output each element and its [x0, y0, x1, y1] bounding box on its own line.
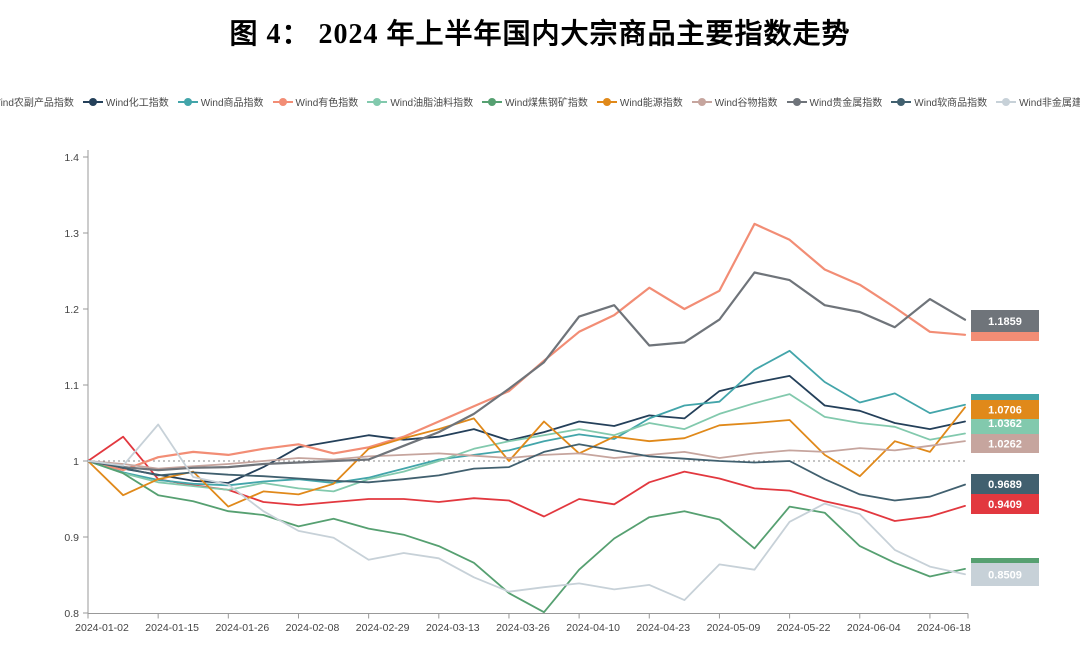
series-line-3	[86, 222, 967, 472]
value-badge-label: 0.9409	[988, 499, 1022, 511]
chart-title: 图 4： 2024 年上半年国内大宗商品主要指数走势	[229, 19, 851, 50]
value-badge	[971, 310, 1039, 332]
x-tick-label: 2024-06-04	[847, 622, 901, 634]
legend-item-3[interactable]: Wind有色指数	[272, 94, 359, 109]
legend-label: Wind煤焦钢矿指数	[505, 98, 588, 109]
x-tick-label: 2024-02-08	[286, 622, 340, 634]
x-tick-label: 2024-01-15	[145, 622, 199, 634]
legend-item-0[interactable]: Wind农副产品指数	[0, 94, 74, 109]
value-badge	[971, 400, 1039, 419]
y-tick-label: 0.8	[64, 608, 79, 620]
legend-item-4[interactable]: Wind油脂油料指数	[367, 94, 473, 109]
x-tick-label: 2024-05-09	[707, 622, 761, 634]
series-line-1	[87, 374, 966, 484]
series-line-5	[87, 460, 966, 614]
value-badge	[971, 494, 1039, 514]
x-tick-label: 2024-01-02	[75, 622, 129, 634]
legend-line-dot-icon	[272, 97, 293, 106]
x-tick-label: 2024-01-26	[215, 622, 269, 634]
legend-item-9[interactable]: Wind软商品指数	[891, 94, 987, 109]
series-line-6	[87, 406, 966, 508]
legend-label: Wind油脂油料指数	[390, 98, 474, 109]
series-line-10	[87, 423, 966, 601]
series-line-2	[87, 349, 966, 487]
series-line-9	[87, 443, 966, 502]
legend-item-2[interactable]: Wind商品指数	[177, 94, 264, 109]
series-line-7	[87, 440, 966, 470]
value-badge-label: 1.0362	[988, 418, 1022, 430]
legend-label: Wind化工指数	[105, 98, 169, 109]
legend-item-6[interactable]: Wind能源指数	[596, 94, 683, 109]
legend-line-dot-icon	[786, 97, 807, 106]
y-tick-label: 1.4	[64, 152, 79, 164]
series-line-8	[86, 271, 967, 472]
legend-line-dot-icon	[367, 97, 388, 106]
y-tick-label: 1	[73, 456, 79, 468]
x-tick-label: 2024-05-22	[777, 622, 831, 634]
legend-label: Wind商品指数	[200, 98, 264, 109]
legend-line-dot-icon	[177, 97, 198, 106]
legend-item-10[interactable]: Wind非金属建材指数	[996, 94, 1080, 109]
legend-label: Wind软商品指数	[914, 98, 988, 109]
y-tick-label: 1.3	[64, 228, 79, 240]
legend-item-7[interactable]: Wind谷物指数	[691, 94, 778, 109]
value-badge	[971, 434, 1039, 453]
x-tick-label: 2024-06-18	[917, 622, 971, 634]
value-badge-label: 1.0262	[988, 439, 1022, 451]
x-tick-label: 2024-02-29	[356, 622, 410, 634]
x-tick-label: 2024-04-10	[566, 622, 620, 634]
legend-line-dot-icon	[691, 97, 712, 106]
chart-legend: Wind农副产品指数 Wind化工指数 Wind商品指数 Wind有色指数 Wind油脂…	[0, 94, 1080, 109]
legend-label: Wind能源指数	[619, 98, 683, 109]
value-badge	[971, 563, 1039, 586]
x-tick-label: 2024-03-13	[426, 622, 480, 634]
legend-item-8[interactable]: Wind贵金属指数	[786, 94, 883, 109]
legend-line-dot-icon	[996, 97, 1017, 106]
legend-line-dot-icon	[891, 97, 912, 106]
y-tick-label: 1.2	[64, 304, 79, 316]
value-badge-strip	[971, 394, 1039, 401]
legend-label: Wind谷物指数	[714, 98, 778, 109]
legend-line-dot-icon	[82, 97, 103, 106]
value-badge	[971, 474, 1039, 494]
value-badge-label: 1.1859	[988, 316, 1022, 328]
legend-label: Wind农副产品指数	[0, 98, 74, 109]
legend-label: Wind非金属建材指数	[1019, 98, 1080, 109]
value-badge-label: 0.8509	[988, 570, 1022, 582]
x-tick-label: 2024-03-26	[496, 622, 550, 634]
legend-item-5[interactable]: Wind煤焦钢矿指数	[482, 94, 588, 109]
series-line-4	[87, 393, 966, 493]
legend-label: Wind贵金属指数	[809, 98, 883, 109]
legend-line-dot-icon	[482, 97, 503, 106]
series-line-0	[87, 435, 966, 522]
y-tick-label: 0.9	[64, 532, 79, 544]
value-badge-strip	[971, 558, 1039, 564]
x-tick-label: 2024-04-23	[636, 622, 690, 634]
legend-item-1[interactable]: Wind化工指数	[82, 94, 169, 109]
value-badge-label: 0.9689	[988, 479, 1022, 491]
legend-line-dot-icon	[596, 97, 617, 106]
value-badge-strip	[971, 331, 1039, 341]
y-tick-label: 1.1	[64, 380, 79, 392]
value-badge-label: 1.0706	[988, 405, 1022, 417]
legend-label: Wind有色指数	[295, 98, 359, 109]
